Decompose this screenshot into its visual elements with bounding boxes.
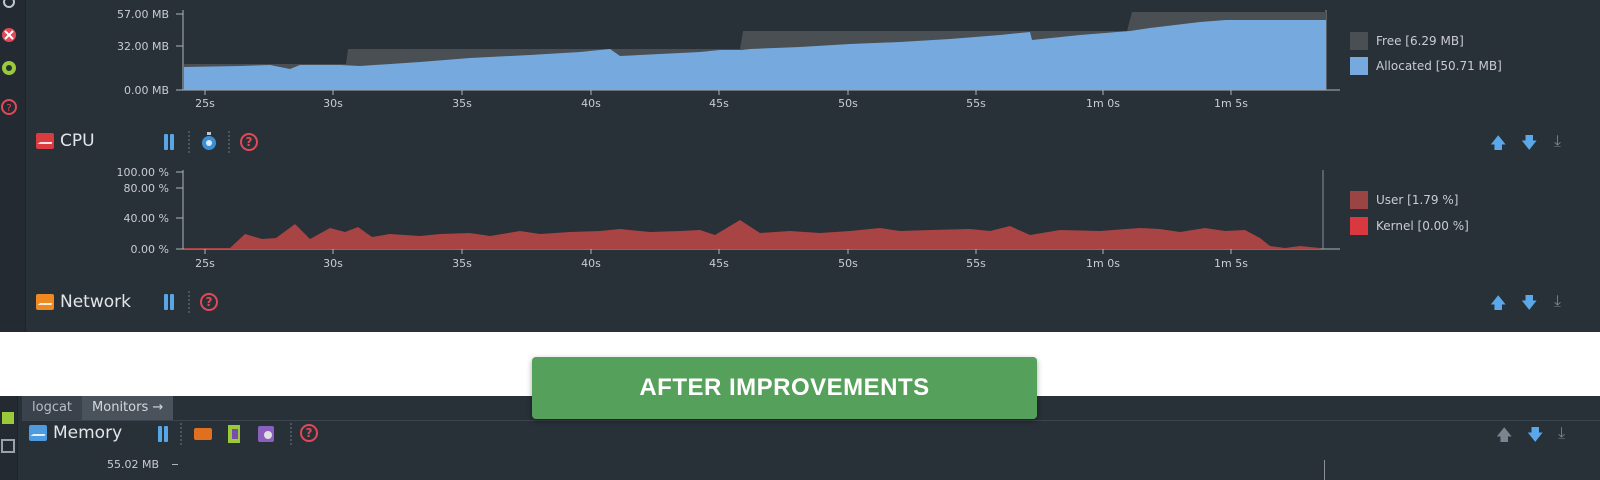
legend-kernel-label: Kernel [0.00 %] bbox=[1376, 219, 1469, 233]
cpu-y-tick-label: 80.00 % bbox=[124, 182, 169, 195]
memory-allocated-area bbox=[184, 20, 1326, 90]
memory-y-max-label: 55.02 MB bbox=[107, 458, 160, 471]
memory-move-up-icon[interactable]: 🡅 bbox=[1496, 425, 1513, 444]
screenshot-icon bbox=[1, 439, 15, 453]
legend-kernel: Kernel [0.00 %] bbox=[1350, 217, 1469, 235]
legend-kernel-swatch bbox=[1350, 217, 1368, 235]
left-toolbar-bottom bbox=[0, 396, 18, 480]
memory-title: Memory bbox=[53, 423, 123, 443]
memory-y-tick-label: 32.00 MB bbox=[117, 40, 169, 53]
toolbar-separator bbox=[188, 291, 190, 313]
memory-header[interactable]: Memory bbox=[29, 423, 122, 443]
cpu-move-down-icon[interactable]: 🡇 bbox=[1521, 133, 1538, 152]
cpu-x-tick-label: 30s bbox=[323, 257, 343, 270]
bottom-tabbar: logcat Monitors → bbox=[22, 396, 174, 420]
cpu-title: CPU bbox=[60, 131, 95, 151]
legend-user: User [1.79 %] bbox=[1350, 191, 1458, 209]
memory-y-tick bbox=[172, 464, 178, 465]
toolbar-separator bbox=[290, 423, 292, 445]
legend-free: Free [6.29 MB] bbox=[1350, 32, 1464, 50]
monitors-panel-top: ? 57.00 MB 32.00 MB 0.00 MB 25s 30s 35s 40s 45… bbox=[0, 0, 1600, 332]
legend-free-swatch bbox=[1350, 32, 1368, 50]
tab-logcat-label: logcat bbox=[32, 400, 73, 415]
network-title: Network bbox=[60, 292, 131, 312]
memory-x-tick-label: 35s bbox=[452, 97, 472, 110]
cpu-pause-button[interactable] bbox=[162, 134, 176, 150]
legend-allocated-swatch bbox=[1350, 57, 1368, 75]
memory-y-tick-label: 57.00 MB bbox=[117, 8, 169, 21]
memory-pause-button[interactable] bbox=[156, 426, 170, 442]
run-icon bbox=[2, 412, 14, 424]
memory-x-tick-label: 1m 5s bbox=[1214, 97, 1248, 110]
svg-text:?: ? bbox=[6, 103, 11, 114]
gc-truck-icon bbox=[194, 428, 212, 440]
cpu-icon bbox=[36, 133, 54, 149]
network-move-up-icon[interactable]: 🡅 bbox=[1490, 293, 1507, 312]
cpu-help-icon[interactable]: ? bbox=[240, 133, 258, 151]
tab-logcat[interactable]: logcat bbox=[22, 396, 83, 420]
cpu-x-tick-label: 25s bbox=[195, 257, 215, 270]
network-move-down-icon[interactable]: 🡇 bbox=[1521, 293, 1538, 312]
memory-move-down-icon[interactable]: 🡇 bbox=[1527, 425, 1544, 444]
tab-monitors-label: Monitors → bbox=[92, 400, 164, 415]
toolbar-separator bbox=[188, 131, 190, 153]
memory-icon bbox=[29, 425, 47, 441]
memory-x-tick-label: 50s bbox=[838, 97, 858, 110]
cpu-x-tick-label: 1m 0s bbox=[1086, 257, 1120, 270]
memory-help-icon[interactable]: ? bbox=[300, 424, 318, 442]
memory-chart: 57.00 MB 32.00 MB 0.00 MB 25s 30s 35s 40s 45s 5… bbox=[117, 8, 1340, 110]
memory-x-tick-label: 1m 0s bbox=[1086, 97, 1120, 110]
left-toolbar-icons: ? bbox=[1, 0, 17, 115]
cpu-x-tick-label: 55s bbox=[966, 257, 986, 270]
tab-divider bbox=[22, 420, 1600, 421]
left-toolbar: ? bbox=[0, 0, 26, 332]
memory-toolbar-icons bbox=[194, 425, 274, 443]
memory-minimize-icon[interactable]: ⤓ bbox=[1558, 423, 1566, 442]
memory-x-tick-label: 45s bbox=[709, 97, 729, 110]
memory-y-tick-label: 0.00 MB bbox=[124, 84, 169, 97]
cpu-x-tick-label: 35s bbox=[452, 257, 472, 270]
cpu-user-area bbox=[184, 220, 1320, 249]
toolbar-separator bbox=[180, 423, 182, 445]
memory-x-tick-label: 40s bbox=[581, 97, 601, 110]
cpu-header[interactable]: CPU bbox=[36, 131, 95, 151]
cpu-minimize-icon[interactable]: ⤓ bbox=[1554, 131, 1562, 150]
cpu-x-tick-label: 45s bbox=[709, 257, 729, 270]
legend-free-label: Free [6.29 MB] bbox=[1376, 34, 1464, 48]
cpu-y-tick-label: 0.00 % bbox=[131, 243, 169, 256]
help-icon bbox=[1, 99, 17, 115]
legend-allocated-label: Allocated [50.71 MB] bbox=[1376, 59, 1502, 73]
network-header[interactable]: Network bbox=[36, 292, 131, 312]
cpu-chart: 100.00 % 80.00 % 40.00 % 0.00 % 25s 30s 35s 40… bbox=[117, 166, 1340, 270]
legend-allocated: Allocated [50.71 MB] bbox=[1350, 57, 1502, 75]
after-improvements-banner: AFTER IMPROVEMENTS bbox=[532, 357, 1037, 419]
memory-x-tick-label: 55s bbox=[966, 97, 986, 110]
legend-user-label: User [1.79 %] bbox=[1376, 193, 1459, 207]
cpu-trace-button[interactable] bbox=[199, 131, 219, 153]
cpu-y-tick-label: 100.00 % bbox=[117, 166, 169, 179]
cpu-x-tick-label: 1m 5s bbox=[1214, 257, 1248, 270]
search-icon bbox=[3, 0, 15, 8]
cpu-x-tick-label: 40s bbox=[581, 257, 601, 270]
toolbar-separator bbox=[228, 131, 230, 153]
cpu-y-tick-label: 40.00 % bbox=[124, 212, 169, 225]
network-pause-button[interactable] bbox=[162, 294, 176, 310]
tab-monitors[interactable]: Monitors → bbox=[82, 396, 174, 420]
network-icon bbox=[36, 294, 54, 310]
network-help-icon[interactable]: ? bbox=[200, 293, 218, 311]
cpu-move-up-icon[interactable]: 🡅 bbox=[1490, 133, 1507, 152]
memory-x-tick-label: 25s bbox=[195, 97, 215, 110]
memory-chart-edge bbox=[1324, 460, 1325, 480]
memory-x-tick-label: 30s bbox=[323, 97, 343, 110]
legend-user-swatch bbox=[1350, 191, 1368, 209]
network-minimize-icon[interactable]: ⤓ bbox=[1554, 291, 1562, 310]
cpu-x-tick-label: 50s bbox=[838, 257, 858, 270]
